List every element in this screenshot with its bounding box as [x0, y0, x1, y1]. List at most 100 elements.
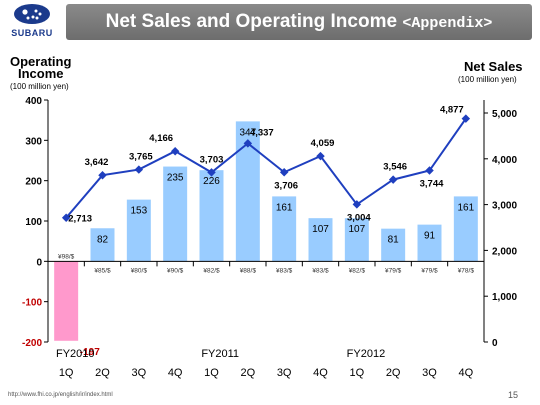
operating-income-bar: [126, 199, 151, 262]
fiscal-year-label: FY2012: [347, 348, 386, 360]
operating-income-value-label: 226: [203, 176, 220, 187]
net-sales-value-label: 4,166: [149, 133, 173, 144]
footer-url[interactable]: http://www.fhi.co.jp/english/ir/index.ht…: [8, 392, 113, 398]
quarter-label: 4Q: [168, 367, 183, 379]
operating-income-value-label: 161: [276, 202, 293, 213]
net-sales-value-label: 3,706: [274, 180, 298, 191]
subaru-logo: SUBARU: [0, 0, 64, 44]
operating-income-value-label: 235: [167, 173, 184, 184]
right-axis-tick-label: 0: [492, 338, 498, 349]
net-sales-value-label: 4,059: [311, 138, 335, 149]
net-sales-value-label: 3,765: [129, 152, 153, 163]
operating-income-bar: [199, 170, 224, 262]
operating-income-value-label: 347: [239, 127, 256, 138]
left-axis-tick-label: 100: [25, 217, 42, 228]
title-bar: Net Sales and Operating Income <Appendix…: [66, 4, 532, 40]
operating-income-bar: [163, 166, 188, 262]
right-axis-tick-label: 4,000: [492, 155, 517, 166]
exchange-rate-label: ¥83/$: [276, 267, 293, 274]
quarter-label: 3Q: [277, 367, 292, 379]
net-sales-point: [425, 166, 434, 175]
net-sales-value-label: 3,744: [420, 179, 444, 190]
exchange-rate-label: ¥90/$: [167, 267, 184, 274]
operating-income-bar: [54, 261, 79, 341]
operating-income-bar: [453, 196, 478, 262]
right-axis-title: Net Sales: [464, 59, 523, 74]
right-axis-unit: (100 million yen): [458, 75, 517, 84]
page-title-suffix: <Appendix>: [402, 15, 493, 32]
exchange-rate-label: ¥98/$: [58, 253, 75, 260]
net-sales-point: [170, 146, 180, 156]
exchange-rate-label: ¥82/$: [203, 267, 220, 274]
quarter-label: 1Q: [59, 367, 74, 379]
left-axis-tick-label: -100: [22, 298, 42, 309]
operating-income-value-label: 153: [130, 206, 147, 217]
left-axis-title-line1: Operating: [10, 54, 72, 69]
left-axis-tick-label: -200: [22, 338, 42, 349]
net-sales-value-label: 4,337: [250, 127, 274, 138]
exchange-rate-label: ¥82/$: [349, 267, 366, 274]
operating-income-value-label: 82: [97, 234, 109, 245]
net-sales-value-label: 3,642: [85, 157, 109, 168]
exchange-rate-label: ¥88/$: [240, 267, 257, 274]
operating-income-bar: [308, 218, 333, 262]
slide-header: SUBARU Net Sales and Operating Income <A…: [0, 0, 540, 46]
quarter-label: 3Q: [422, 367, 437, 379]
quarter-label: 2Q: [240, 367, 255, 379]
exchange-rate-label: ¥85/$: [94, 267, 111, 274]
operating-income-value-label: 161: [457, 202, 474, 213]
right-axis-tick-label: 5,000: [492, 109, 517, 120]
net-sales-value-label: 4,877: [440, 105, 464, 116]
left-axis-tick-label: 0: [36, 257, 42, 268]
operating-income-bar: [272, 196, 297, 262]
net-sales-value-label: 2,713: [68, 214, 92, 225]
operating-income-value-label: 91: [424, 231, 436, 242]
net-sales-value-label: 3,546: [383, 162, 407, 173]
quarter-label: 2Q: [95, 367, 110, 379]
fiscal-year-label: FY2010: [56, 348, 95, 360]
left-axis-title-line2: Income: [18, 66, 64, 81]
net-sales-point: [316, 151, 325, 161]
operating-income-value-label: -197: [80, 347, 100, 358]
logo-wordmark: SUBARU: [11, 28, 53, 38]
operating-income-bar: [235, 121, 260, 262]
exchange-rate-label: ¥79/$: [385, 267, 402, 274]
subaru-logo-icon: [14, 4, 50, 24]
operating-income-value-label: 81: [388, 235, 400, 246]
left-axis-unit: (100 million yen): [10, 82, 69, 91]
net-sales-point: [134, 165, 144, 174]
net-sales-value-label: 3,703: [200, 154, 224, 165]
page-number: 15: [508, 390, 519, 400]
exchange-rate-label: ¥80/$: [131, 267, 148, 274]
net-sales-point: [352, 200, 362, 209]
net-sales-point: [98, 170, 107, 180]
operating-income-bar: [90, 228, 115, 262]
quarter-label: 1Q: [349, 367, 364, 379]
net-sales-point: [388, 175, 398, 184]
left-axis-tick-label: 300: [25, 136, 42, 147]
exchange-rate-label: ¥83/$: [312, 267, 329, 274]
page-title-main: Net Sales and Operating Income: [105, 11, 403, 32]
quarter-label: 1Q: [204, 367, 219, 379]
page-title: Net Sales and Operating Income <Appendix…: [66, 4, 532, 40]
right-axis-tick-label: 3,000: [492, 201, 517, 212]
exchange-rate-label: ¥79/$: [421, 267, 438, 274]
quarter-label: 4Q: [458, 367, 473, 379]
right-axis-tick-label: 1,000: [492, 292, 517, 303]
right-axis-tick-label: 2,000: [492, 246, 517, 257]
net-sales-point: [207, 168, 216, 177]
net-sales-value-label: 3,004: [347, 212, 371, 223]
quarter-label: 4Q: [313, 367, 328, 379]
net-sales-point: [461, 114, 471, 123]
net-sales-point: [61, 213, 71, 222]
quarter-label: 3Q: [131, 367, 146, 379]
left-axis-tick-label: 200: [25, 177, 42, 188]
operating-income-bar: [381, 228, 406, 262]
exchange-rate-label: ¥78/$: [458, 267, 475, 274]
net-sales-line: [65, 118, 467, 219]
operating-income-value-label: 107: [312, 224, 329, 235]
fiscal-year-label: FY2011: [201, 348, 239, 360]
operating-income-value-label: 107: [348, 224, 365, 235]
quarter-label: 2Q: [386, 367, 401, 379]
